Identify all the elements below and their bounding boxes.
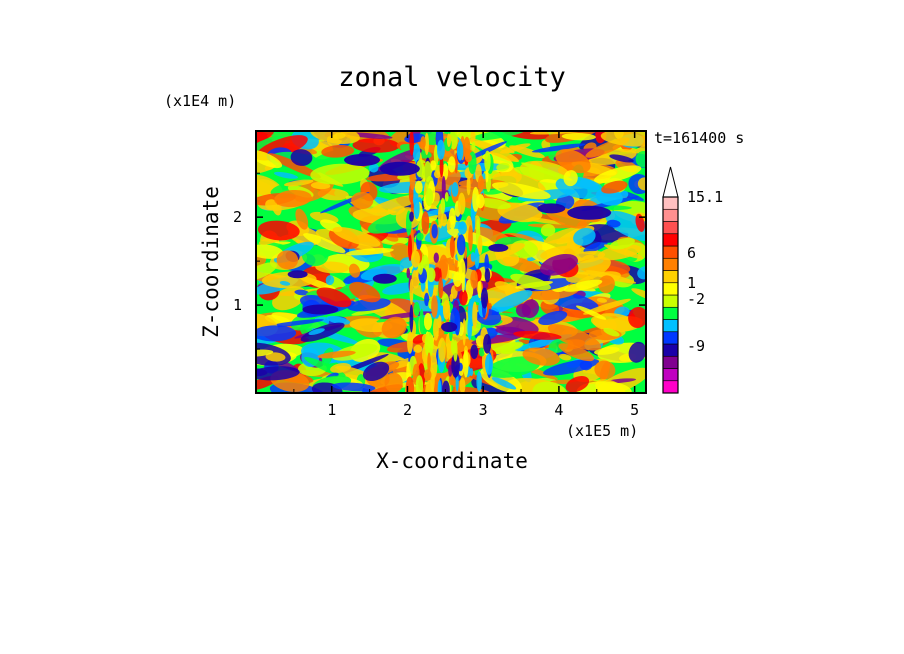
y-tick-label: 2 [233, 208, 242, 226]
colorbar-extend-arrow [662, 166, 679, 198]
colorbar-swatch [662, 368, 679, 382]
colorbar-swatch [662, 257, 679, 271]
colorbar-swatch [662, 319, 679, 333]
colorbar: 15.1 6 1-2 -9 [662, 166, 723, 394]
x-axis: 1 2 3 4 5 [293, 131, 639, 419]
colorbar-swatch [662, 245, 679, 259]
colorbar-frame [662, 196, 679, 394]
time-label: t=161400 s [654, 129, 744, 147]
x-tick-label: 4 [554, 401, 563, 419]
y-axis: 12 [233, 172, 646, 350]
x-tick-label: 5 [630, 401, 639, 419]
x-tick-label: 1 [327, 401, 336, 419]
colorbar-swatch [662, 343, 679, 357]
colorbar-swatch [662, 282, 679, 296]
colorbar-label: 6 [687, 244, 696, 262]
colorbar-swatch [662, 221, 679, 235]
velocity-field [256, 131, 646, 393]
colorbar-label: -2 [687, 290, 705, 308]
colorbar-swatch [662, 294, 679, 308]
colorbar-swatch [662, 208, 679, 222]
x-tick-label: 2 [403, 401, 412, 419]
colorbar-swatch [662, 270, 679, 284]
colorbar-label: -9 [687, 337, 705, 355]
colorbar-swatch [662, 355, 679, 369]
x-axis-label: X-coordinate [376, 449, 528, 473]
x-multiplier-label: (x1E5 m) [566, 422, 638, 440]
y-tick-label: 1 [233, 296, 242, 314]
y-axis-label: Z-coordinate [199, 186, 223, 338]
x-tick-label: 3 [479, 401, 488, 419]
colorbar-swatch [662, 331, 679, 345]
colorbar-swatch [662, 233, 679, 247]
colorbar-label: 15.1 [687, 188, 723, 206]
colorbar-swatch [662, 196, 679, 210]
colorbar-swatch [662, 306, 679, 320]
colorbar-swatch [662, 380, 679, 394]
plot-frame [255, 130, 647, 394]
chart-title: zonal velocity [338, 62, 566, 93]
colorbar-label: 1 [687, 274, 696, 292]
y-multiplier-label: (x1E4 m) [164, 92, 236, 110]
